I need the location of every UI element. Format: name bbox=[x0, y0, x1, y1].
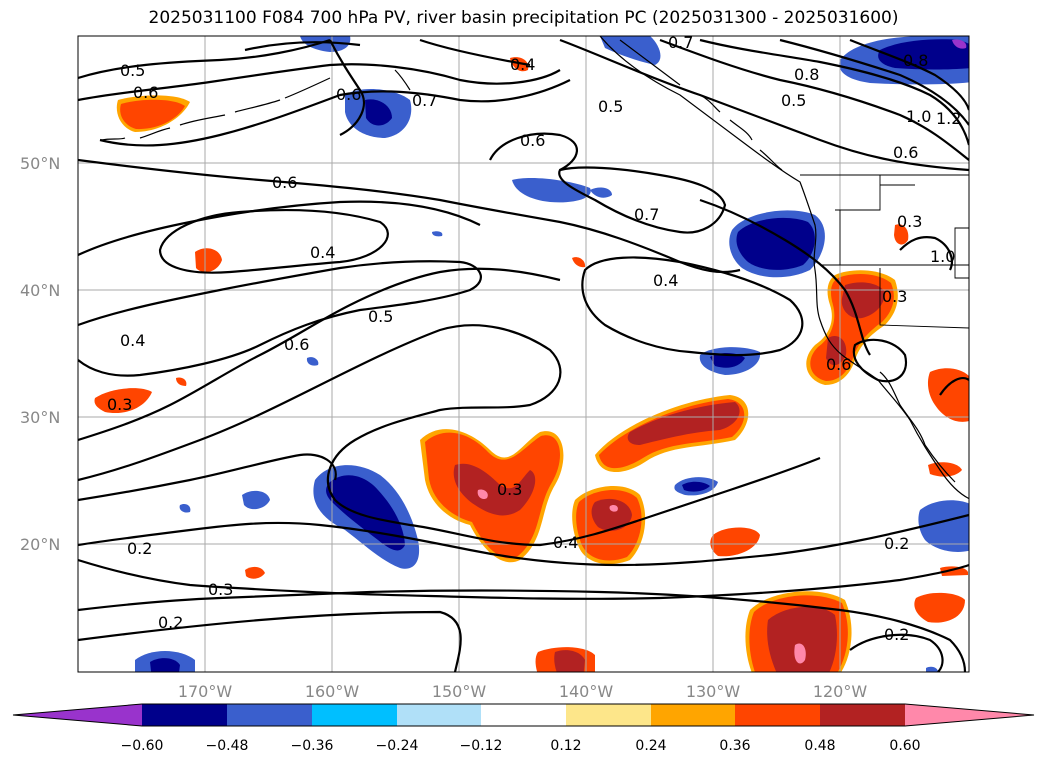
lat-label-30n: 30°N bbox=[20, 408, 60, 427]
coastlines bbox=[101, 36, 969, 500]
contour-label: 0.4 bbox=[510, 55, 535, 74]
contour-label: 0.8 bbox=[794, 65, 819, 84]
contour-label: 0.3 bbox=[208, 580, 233, 599]
contour-label: 0.2 bbox=[884, 625, 909, 644]
longitude-labels: 170°W 160°W 150°W 140°W 130°W 120°W bbox=[178, 682, 868, 701]
colorbar-segment bbox=[142, 704, 227, 726]
contour-label: 0.6 bbox=[272, 173, 297, 192]
colorbar-tick: 0.24 bbox=[635, 738, 666, 754]
colorbar-extend-high bbox=[905, 704, 1034, 726]
contour-label: 0.3 bbox=[897, 212, 922, 231]
contour-label: 0.4 bbox=[553, 533, 578, 552]
lat-label-20n: 20°N bbox=[20, 535, 60, 554]
contour-label: 0.6 bbox=[336, 85, 361, 104]
contour-label: 0.8 bbox=[903, 51, 928, 70]
colorbar bbox=[12, 703, 1035, 727]
contour-label: 0.4 bbox=[120, 331, 145, 350]
contour-label: 0.7 bbox=[668, 33, 693, 52]
colorbar-segment bbox=[735, 704, 820, 726]
colorbar-segment bbox=[227, 704, 312, 726]
colorbar-segment bbox=[820, 704, 905, 726]
contour-label: 0.4 bbox=[310, 243, 335, 262]
colorbar-segment bbox=[312, 704, 397, 726]
lon-label-150w: 150°W bbox=[432, 682, 487, 701]
contour-label: 0.5 bbox=[598, 97, 623, 116]
contour-label: 1.0 bbox=[906, 107, 931, 126]
pv-contours bbox=[78, 38, 969, 672]
colorbar-segment bbox=[481, 704, 566, 726]
colorbar-segment bbox=[397, 704, 481, 726]
lon-label-120w: 120°W bbox=[813, 682, 868, 701]
lon-label-170w: 170°W bbox=[178, 682, 233, 701]
contour-label: 0.2 bbox=[884, 534, 909, 553]
contour-label: 0.6 bbox=[826, 355, 851, 374]
contour-label: 0.6 bbox=[133, 83, 158, 102]
colorbar-segment bbox=[651, 704, 735, 726]
colorbar-tick: −0.12 bbox=[460, 738, 503, 754]
colorbar-tick: −0.24 bbox=[376, 738, 419, 754]
map-content: 0.5 0.6 0.6 0.7 0.4 0.5 0.6 0.8 0.5 1.0 … bbox=[78, 33, 969, 672]
colorbar-ticks: −0.60 −0.48 −0.36 −0.24 −0.12 0.12 0.24 … bbox=[121, 738, 921, 754]
lon-label-160w: 160°W bbox=[305, 682, 360, 701]
contour-label: 0.6 bbox=[520, 131, 545, 150]
lat-label-50n: 50°N bbox=[20, 154, 60, 173]
latitude-labels: 50°N 40°N 30°N 20°N bbox=[20, 154, 60, 554]
contour-label: 0.5 bbox=[781, 91, 806, 110]
colorbar-tick: 0.48 bbox=[804, 738, 835, 754]
colorbar-tick: −0.60 bbox=[121, 738, 164, 754]
contour-label: 0.2 bbox=[127, 539, 152, 558]
map-frame bbox=[77, 35, 970, 673]
colorbar-tick: 0.12 bbox=[550, 738, 581, 754]
contour-label: 0.2 bbox=[158, 613, 183, 632]
contour-label: 0.4 bbox=[653, 271, 678, 290]
colorbar-outline bbox=[12, 703, 1035, 727]
colorbar-tick: 0.36 bbox=[719, 738, 750, 754]
political-borders bbox=[800, 174, 969, 329]
contour-label: 0.6 bbox=[284, 335, 309, 354]
contour-label: 1.0 bbox=[930, 247, 955, 266]
contour-label: 0.5 bbox=[120, 61, 145, 80]
contour-label: 1.2 bbox=[936, 109, 961, 128]
lon-label-140w: 140°W bbox=[559, 682, 614, 701]
contour-label: 0.7 bbox=[412, 91, 437, 110]
precip-positive-regions bbox=[94, 57, 969, 672]
contour-label: 0.6 bbox=[893, 143, 918, 162]
lon-label-130w: 130°W bbox=[686, 682, 741, 701]
colorbar-tick: −0.36 bbox=[291, 738, 334, 754]
colorbar-segment bbox=[566, 704, 651, 726]
contour-label: 0.3 bbox=[107, 395, 132, 414]
contour-label: 0.5 bbox=[368, 307, 393, 326]
colorbar-tick: 0.60 bbox=[889, 738, 920, 754]
map-title: 2025031100 F084 700 hPa PV, river basin … bbox=[148, 8, 899, 28]
colorbar-extend-low bbox=[13, 704, 142, 726]
contour-label: 0.3 bbox=[882, 287, 907, 306]
colorbar-tick: −0.48 bbox=[206, 738, 249, 754]
lat-label-40n: 40°N bbox=[20, 281, 60, 300]
contour-label: 0.7 bbox=[634, 205, 659, 224]
pv-contour-labels: 0.5 0.6 0.6 0.7 0.4 0.5 0.6 0.8 0.5 1.0 … bbox=[107, 33, 961, 644]
contour-label: 0.3 bbox=[497, 480, 522, 499]
